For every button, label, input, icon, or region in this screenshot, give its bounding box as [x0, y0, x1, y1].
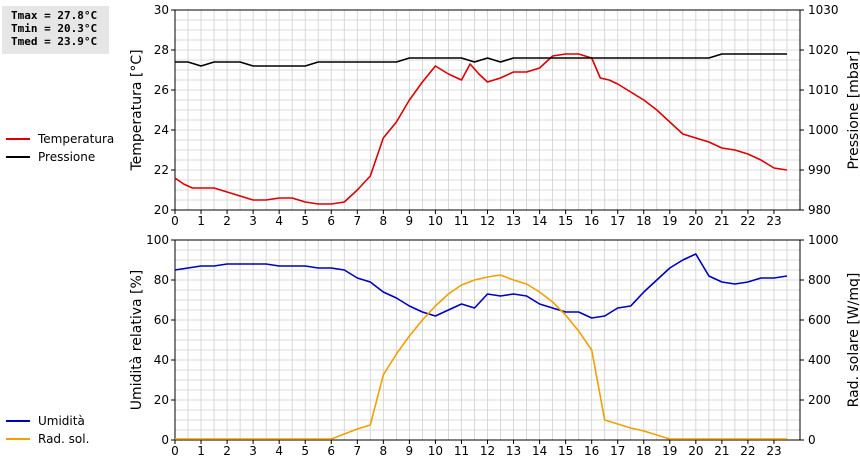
x-tick-label: 13: [506, 214, 521, 228]
chart-panel-1: 0 1 2 3 4 5 6 7 8 9 10 11 12 13 14 15 16 17 18 19 20 21 22 2320…: [6, 3, 860, 228]
series-line-pressione: [175, 53, 787, 67]
x-tick-label: 21: [714, 214, 729, 228]
x-tick-label: 14: [532, 444, 547, 458]
x-tick-label: 8: [380, 444, 388, 458]
x-tick-label: 12: [480, 444, 495, 458]
x-tick-label: 14: [532, 214, 547, 228]
y-tick-label-right: 1030: [808, 3, 839, 17]
y-tick-label-right: 400: [808, 353, 831, 367]
x-tick-label: 3: [249, 444, 257, 458]
y-tick-label-right: 980: [808, 203, 831, 217]
x-tick-label: 4: [275, 214, 283, 228]
x-tick-label: 9: [406, 444, 414, 458]
y-tick-label-left: 0: [161, 433, 169, 447]
chart-panel-2: 0 1 2 3 4 5 6 7 8 9 10 11 12 13 14 15 16 17 18 19 20 21 22 2302…: [6, 233, 860, 458]
y-tick-label-left: 24: [154, 123, 169, 137]
x-tick-label: 21: [714, 444, 729, 458]
x-tick-label: 23: [766, 214, 781, 228]
x-tick-label: 5: [301, 214, 309, 228]
y-axis-label-left: Umidità relativa [%]: [129, 270, 145, 411]
y-tick-label-right: 1020: [808, 43, 839, 57]
x-tick-label: 13: [506, 444, 521, 458]
legend-label: Umidità: [38, 414, 85, 428]
legend-label: Temperatura: [37, 132, 114, 146]
x-tick-label: 18: [636, 214, 651, 228]
y-tick-label-right: 200: [808, 393, 831, 407]
y-tick-label-left: 40: [154, 353, 169, 367]
x-tick-label: 17: [610, 444, 625, 458]
x-tick-label: 22: [740, 214, 755, 228]
y-tick-label-left: 28: [154, 43, 169, 57]
y-tick-label-left: 60: [154, 313, 169, 327]
x-tick-label: 4: [275, 444, 283, 458]
x-tick-label: 16: [584, 214, 599, 228]
x-tick-label: 20: [688, 214, 703, 228]
x-tick-label: 11: [454, 214, 469, 228]
x-tick-label: 9: [406, 214, 414, 228]
x-tick-label: 6: [327, 214, 335, 228]
x-tick-label: 15: [558, 214, 573, 228]
x-tick-label: 7: [353, 444, 361, 458]
x-tick-label: 6: [327, 444, 335, 458]
x-tick-label: 8: [380, 214, 388, 228]
x-tick-label: 5: [301, 444, 309, 458]
legend-label: Rad. sol.: [38, 432, 89, 446]
x-tick-label: 10: [428, 214, 443, 228]
x-tick-label: 23: [766, 444, 781, 458]
y-tick-label-left: 30: [154, 3, 169, 17]
x-tick-label: 2: [223, 444, 231, 458]
x-tick-label: 7: [353, 214, 361, 228]
x-tick-label: 1: [197, 444, 205, 458]
x-tick-label: 20: [688, 444, 703, 458]
y-tick-label-right: 600: [808, 313, 831, 327]
y-tick-label-right: 800: [808, 273, 831, 287]
y-tick-label-right: 0: [808, 433, 816, 447]
y-tick-label-right: 1010: [808, 83, 839, 97]
x-tick-label: 15: [558, 444, 573, 458]
x-tick-label: 0: [171, 444, 179, 458]
stat-tmed: Tmed = 23.9°C: [11, 35, 98, 48]
series-line-umidit: [174, 253, 788, 319]
x-tick-label: 3: [249, 214, 257, 228]
x-tick-label: 16: [584, 444, 599, 458]
x-tick-label: 19: [662, 214, 677, 228]
y-tick-label-left: 80: [154, 273, 169, 287]
y-axis-label-left: Temperatura [°C]: [129, 49, 145, 171]
x-tick-label: 12: [480, 214, 495, 228]
legend-label: Pressione: [38, 150, 95, 164]
x-tick-label: 2: [223, 214, 231, 228]
y-tick-label-left: 26: [154, 83, 169, 97]
x-tick-label: 11: [454, 444, 469, 458]
x-tick-label: 17: [610, 214, 625, 228]
series-line-rad-sol: [175, 274, 787, 440]
x-tick-label: 19: [662, 444, 677, 458]
x-tick-label: 10: [428, 444, 443, 458]
x-tick-label: 18: [636, 444, 651, 458]
x-tick-label: 1: [197, 214, 205, 228]
y-tick-label-left: 100: [146, 233, 169, 247]
y-tick-label-right: 990: [808, 163, 831, 177]
y-tick-label-right: 1000: [808, 233, 839, 247]
stat-tmax: Tmax = 27.8°C: [11, 9, 98, 22]
stat-tmin: Tmin = 20.3°C: [11, 22, 98, 35]
x-tick-label: 22: [740, 444, 755, 458]
y-tick-label-right: 1000: [808, 123, 839, 137]
y-axis-label-right: Rad. solare [W/mq]: [846, 273, 860, 408]
y-tick-label-left: 22: [154, 163, 169, 177]
x-tick-label: 0: [171, 214, 179, 228]
y-tick-label-left: 20: [154, 203, 169, 217]
series-line-temperatura: [174, 53, 788, 205]
y-axis-label-right: Pressione [mbar]: [846, 50, 860, 169]
stats-box: Tmax = 27.8°C Tmin = 20.3°C Tmed = 23.9°…: [2, 6, 109, 54]
y-tick-label-left: 20: [154, 393, 169, 407]
